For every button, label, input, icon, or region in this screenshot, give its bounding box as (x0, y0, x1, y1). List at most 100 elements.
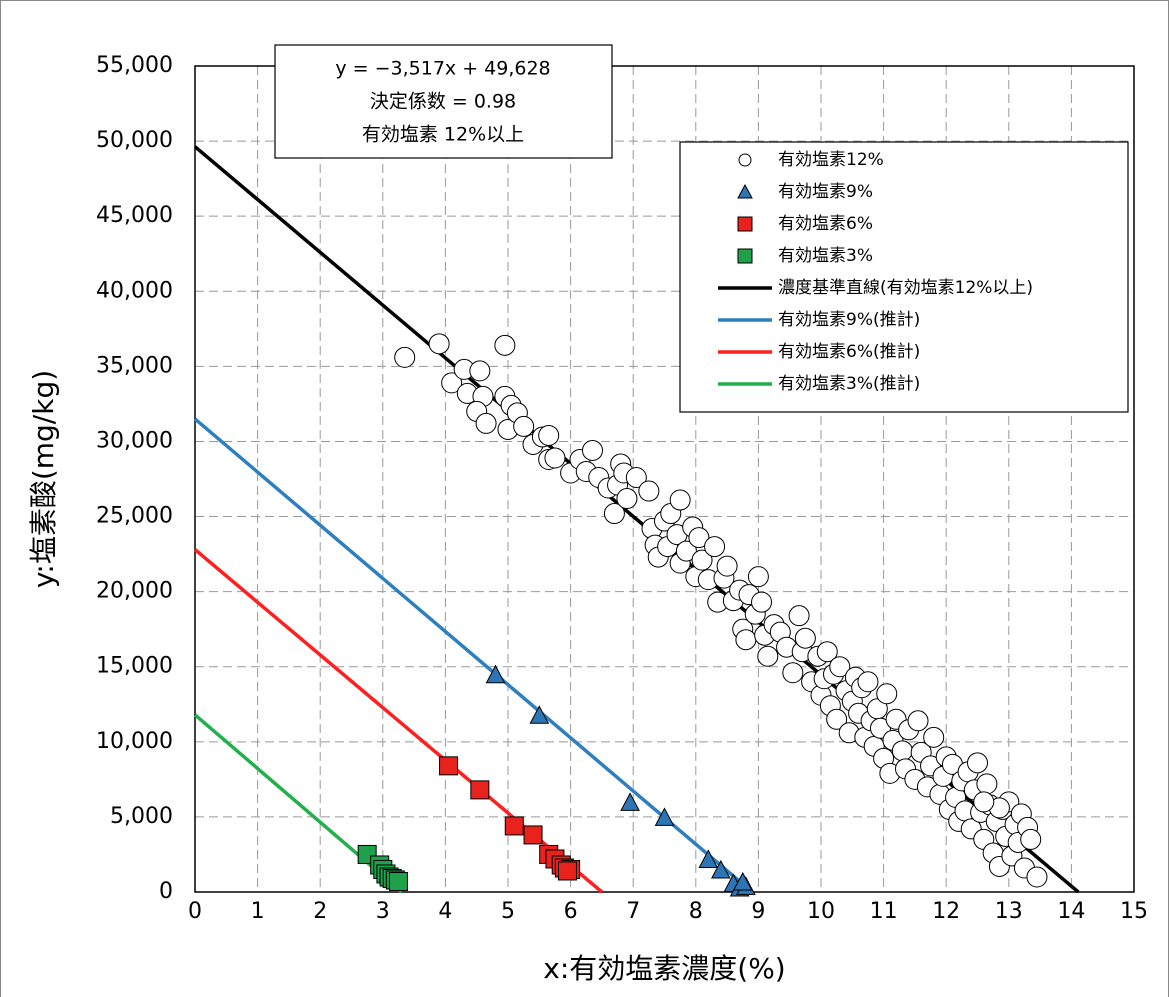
x-tick-label: 11 (870, 899, 898, 924)
data-point (698, 849, 719, 868)
data-point (747, 566, 769, 588)
legend-marker (737, 183, 753, 199)
data-point (757, 645, 779, 667)
data-point (716, 555, 738, 577)
annotation: y = −3,517x + 49,628 (335, 58, 550, 80)
data-point (782, 662, 804, 684)
data-point (735, 629, 757, 651)
data-point (876, 683, 898, 705)
legend-marker (737, 248, 753, 264)
data-point (732, 871, 753, 891)
x-tick-label: 13 (995, 899, 1023, 924)
regression-line (193, 417, 754, 894)
data-point (967, 752, 988, 774)
data-point (654, 807, 675, 826)
data-point (603, 503, 625, 525)
data-point (675, 540, 697, 562)
y-tick-label: 15,000 (96, 654, 173, 679)
data-point (711, 859, 731, 879)
data-point (976, 773, 998, 795)
data-point (704, 536, 726, 558)
legend-label: 有効塩素6%(推計) (778, 342, 920, 362)
data-point (794, 627, 816, 649)
y-axis-title: y:塩素酸(mg/kg) (27, 370, 60, 588)
data-point (1020, 828, 1042, 850)
legend-label: 有効塩素9%(推計) (778, 310, 920, 330)
x-tick-label: 5 (501, 899, 515, 924)
annotation-box (274, 44, 613, 159)
data-point (538, 424, 560, 446)
x-tick-label: 1 (251, 899, 265, 924)
legend-box (679, 141, 1129, 413)
data-point (544, 447, 566, 469)
y-tick-label: 0 (159, 879, 173, 904)
data-point (494, 334, 516, 356)
y-tick-label: 45,000 (96, 203, 173, 228)
legend-label: 有効塩素3%(推計) (778, 374, 920, 394)
plot-border (194, 65, 1135, 893)
data-point (751, 591, 773, 613)
y-tick-label: 55,000 (96, 53, 173, 78)
x-tick-label: 2 (313, 899, 327, 924)
y-tick-label: 50,000 (96, 128, 173, 153)
x-axis-title: x:有効塩素濃度(%) (543, 952, 785, 985)
y-tick-label: 25,000 (96, 504, 173, 529)
data-point (907, 710, 929, 732)
data-point (557, 861, 577, 881)
x-tick-label: 7 (626, 899, 640, 924)
x-tick-label: 15 (1120, 899, 1148, 924)
data-point (470, 780, 490, 800)
data-point (428, 333, 450, 355)
data-point (513, 415, 535, 437)
data-point (504, 816, 524, 836)
data-point (816, 641, 838, 663)
x-tick-label: 6 (564, 899, 578, 924)
x-tick-label: 9 (751, 899, 765, 924)
data-point (469, 360, 491, 382)
y-tick-label: 30,000 (96, 428, 173, 453)
data-point (891, 740, 913, 762)
data-point (485, 664, 506, 684)
annotation: 決定係数 = 0.98 (370, 91, 516, 113)
x-tick-label: 4 (438, 899, 452, 924)
data-point (788, 605, 810, 627)
x-tick-label: 0 (188, 899, 202, 924)
legend-marker (737, 216, 753, 232)
data-point (691, 549, 713, 571)
data-point (688, 527, 710, 549)
data-point (394, 346, 416, 368)
x-tick-label: 14 (1057, 899, 1085, 924)
data-point (529, 705, 550, 724)
x-tick-label: 8 (689, 899, 703, 924)
data-point (625, 466, 647, 488)
data-point (441, 372, 463, 394)
data-point (616, 488, 638, 510)
data-point (388, 871, 408, 891)
data-point (582, 439, 604, 461)
data-point (439, 756, 459, 776)
data-point (638, 480, 660, 502)
data-point (973, 791, 995, 813)
legend-label: 有効塩素9% (778, 182, 873, 202)
data-point (1026, 866, 1048, 888)
data-point (829, 656, 851, 678)
y-tick-label: 10,000 (96, 729, 173, 754)
x-tick-label: 10 (807, 899, 835, 924)
x-tick-label: 12 (932, 899, 960, 924)
x-tick-label: 3 (376, 899, 390, 924)
data-point (523, 825, 543, 845)
legend-label: 濃度基準直線(有効塩素12%以上) (778, 278, 1033, 298)
y-tick-label: 35,000 (96, 353, 173, 378)
legend-label: 有効塩素12% (778, 150, 884, 170)
y-tick-label: 20,000 (96, 579, 173, 604)
data-point (826, 708, 848, 730)
annotation: 有効塩素 12%以上 (362, 124, 524, 146)
data-point (475, 412, 497, 434)
legend-label: 有効塩素3% (778, 246, 873, 266)
data-point (857, 671, 879, 693)
data-point (669, 489, 691, 511)
data-point (923, 726, 945, 748)
legend-label: 有効塩素6% (778, 214, 873, 234)
